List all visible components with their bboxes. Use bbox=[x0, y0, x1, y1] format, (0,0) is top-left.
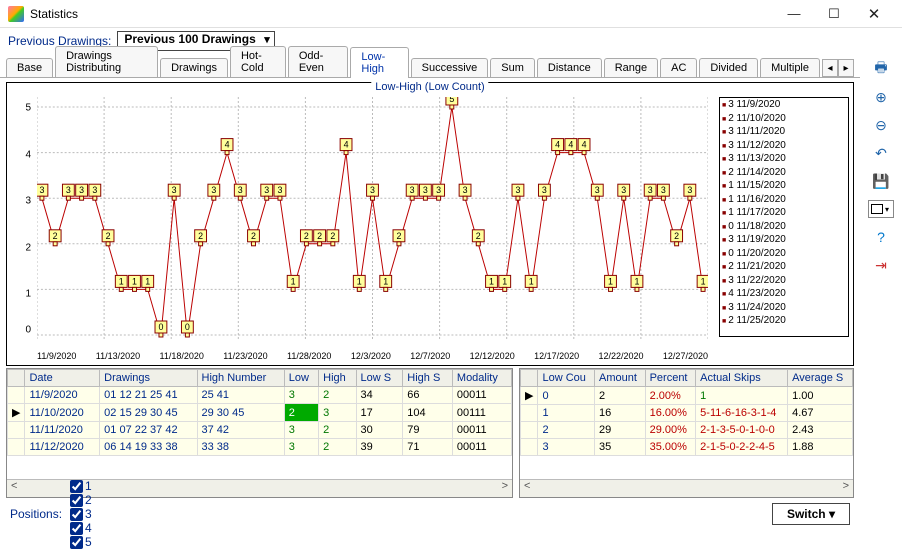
position-checkbox-5[interactable]: 5 bbox=[70, 535, 92, 549]
svg-text:2: 2 bbox=[251, 231, 256, 241]
tab-low-high[interactable]: Low-High bbox=[350, 47, 408, 78]
tab-distance[interactable]: Distance bbox=[537, 58, 602, 77]
svg-text:3: 3 bbox=[79, 185, 84, 195]
tab-sum[interactable]: Sum bbox=[490, 58, 535, 77]
tab-range[interactable]: Range bbox=[604, 58, 658, 77]
chart-title: Low-High (Low Count) bbox=[371, 81, 488, 93]
svg-text:3: 3 bbox=[687, 185, 692, 195]
svg-text:1: 1 bbox=[383, 276, 388, 286]
svg-text:1: 1 bbox=[489, 276, 494, 286]
svg-text:2: 2 bbox=[198, 231, 203, 241]
tab-scroll-left[interactable]: ◂ bbox=[822, 59, 838, 77]
svg-text:2: 2 bbox=[106, 231, 111, 241]
svg-text:1: 1 bbox=[502, 276, 507, 286]
help-icon[interactable]: ? bbox=[872, 228, 890, 246]
svg-text:3: 3 bbox=[277, 185, 282, 195]
position-checkbox-1[interactable]: 1 bbox=[70, 479, 92, 493]
summary-table[interactable]: Low CouAmountPercentActual SkipsAverage … bbox=[519, 368, 854, 498]
svg-text:1: 1 bbox=[145, 276, 150, 286]
svg-text:3: 3 bbox=[264, 185, 269, 195]
position-checkbox-4[interactable]: 4 bbox=[70, 521, 92, 535]
maximize-button[interactable]: ☐ bbox=[814, 0, 854, 28]
svg-text:2: 2 bbox=[330, 231, 335, 241]
svg-text:1: 1 bbox=[132, 276, 137, 286]
svg-text:2: 2 bbox=[304, 231, 309, 241]
svg-text:3: 3 bbox=[423, 185, 428, 195]
tab-base[interactable]: Base bbox=[6, 58, 53, 77]
svg-text:1: 1 bbox=[701, 276, 706, 286]
svg-text:3: 3 bbox=[238, 185, 243, 195]
positions-label: Positions: bbox=[10, 507, 62, 521]
svg-text:1: 1 bbox=[634, 276, 639, 286]
svg-text:4: 4 bbox=[568, 140, 573, 150]
tab-drawings-distributing[interactable]: Drawings Distributing bbox=[55, 46, 158, 77]
undo-icon[interactable]: ↶ bbox=[872, 144, 890, 162]
svg-text:3: 3 bbox=[621, 185, 626, 195]
svg-text:3: 3 bbox=[463, 185, 468, 195]
switch-button[interactable]: Switch bbox=[772, 503, 850, 525]
svg-text:3: 3 bbox=[595, 185, 600, 195]
tab-successive[interactable]: Successive bbox=[411, 58, 489, 77]
svg-text:3: 3 bbox=[648, 185, 653, 195]
svg-text:3: 3 bbox=[542, 185, 547, 195]
tab-odd-even[interactable]: Odd-Even bbox=[288, 46, 349, 77]
zoom-in-icon[interactable]: ⊕ bbox=[872, 88, 890, 106]
svg-text:4: 4 bbox=[344, 140, 349, 150]
save-icon[interactable]: 💾 bbox=[872, 172, 890, 190]
svg-text:3: 3 bbox=[436, 185, 441, 195]
svg-text:3: 3 bbox=[370, 185, 375, 195]
zoom-out-icon[interactable]: ⊖ bbox=[872, 116, 890, 134]
svg-text:3: 3 bbox=[211, 185, 216, 195]
svg-text:1: 1 bbox=[119, 276, 124, 286]
window-title: Statistics bbox=[30, 7, 774, 21]
svg-text:4: 4 bbox=[582, 140, 587, 150]
svg-text:1: 1 bbox=[529, 276, 534, 286]
svg-text:2: 2 bbox=[476, 231, 481, 241]
tab-scroll-right[interactable]: ▸ bbox=[838, 59, 854, 77]
svg-text:1: 1 bbox=[608, 276, 613, 286]
svg-text:3: 3 bbox=[410, 185, 415, 195]
svg-text:0: 0 bbox=[158, 322, 163, 332]
tab-ac[interactable]: AC bbox=[660, 58, 697, 77]
tab-hot-cold[interactable]: Hot-Cold bbox=[230, 46, 286, 77]
svg-text:3: 3 bbox=[172, 185, 177, 195]
print-icon[interactable]: 🖶 bbox=[872, 60, 890, 78]
svg-text:0: 0 bbox=[185, 322, 190, 332]
svg-text:1: 1 bbox=[357, 276, 362, 286]
svg-text:5: 5 bbox=[449, 97, 454, 104]
tab-strip: BaseDrawings DistributingDrawingsHot-Col… bbox=[0, 54, 860, 78]
svg-text:2: 2 bbox=[396, 231, 401, 241]
svg-text:2: 2 bbox=[674, 231, 679, 241]
svg-text:3: 3 bbox=[39, 185, 44, 195]
position-checkbox-2[interactable]: 2 bbox=[70, 493, 92, 507]
svg-text:3: 3 bbox=[661, 185, 666, 195]
color-picker[interactable] bbox=[868, 200, 894, 218]
svg-text:3: 3 bbox=[66, 185, 71, 195]
tab-multiple[interactable]: Multiple bbox=[760, 58, 820, 77]
app-icon bbox=[8, 6, 24, 22]
tab-divided[interactable]: Divided bbox=[699, 58, 758, 77]
position-checkbox-3[interactable]: 3 bbox=[70, 507, 92, 521]
svg-text:1: 1 bbox=[291, 276, 296, 286]
svg-text:2: 2 bbox=[317, 231, 322, 241]
minimize-button[interactable]: — bbox=[774, 0, 814, 28]
svg-text:2: 2 bbox=[53, 231, 58, 241]
svg-text:3: 3 bbox=[92, 185, 97, 195]
chart-legend: 3 11/9/20202 11/10/20203 11/11/20203 11/… bbox=[719, 97, 849, 337]
exit-icon[interactable]: ⇥ bbox=[872, 256, 890, 274]
close-button[interactable]: ✕ bbox=[854, 0, 894, 28]
chart-area: Low-High (Low Count) 543210 323332111030… bbox=[6, 82, 854, 366]
svg-text:4: 4 bbox=[555, 140, 560, 150]
svg-text:3: 3 bbox=[515, 185, 520, 195]
tab-drawings[interactable]: Drawings bbox=[160, 58, 228, 77]
svg-text:4: 4 bbox=[225, 140, 230, 150]
